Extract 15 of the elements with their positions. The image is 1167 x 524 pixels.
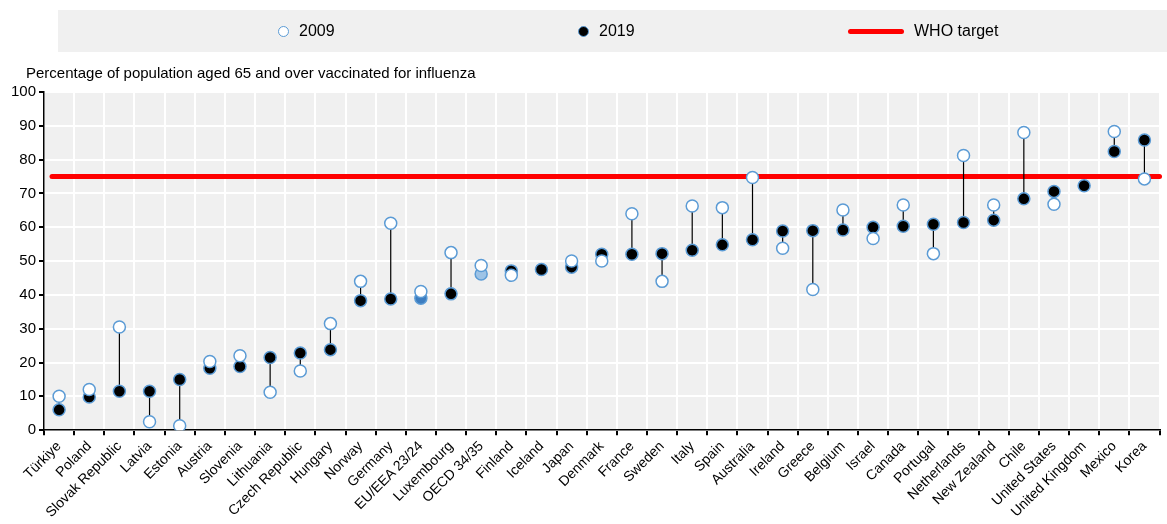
y-tick-label: 40 — [19, 285, 37, 303]
y-tick-label: 10 — [19, 386, 37, 404]
y-tick-label: 80 — [19, 149, 37, 167]
y-axis-title: Percentage of population aged 65 and over vaccinated for influenza — [26, 64, 476, 81]
legend-label: 2019 — [599, 22, 635, 40]
y-tick-label: 100 — [11, 82, 37, 100]
y-tick-label: 30 — [19, 318, 37, 336]
legend-label: WHO target — [914, 22, 999, 40]
y-tick-label: 0 — [27, 420, 37, 438]
y-tick-label: 50 — [19, 251, 37, 269]
y-tick-label: 60 — [19, 217, 37, 235]
legend-label: 2009 — [299, 22, 335, 40]
y-tick-label: 70 — [19, 183, 37, 201]
y-tick-label: 90 — [19, 115, 37, 133]
y-tick-label: 20 — [19, 352, 37, 370]
